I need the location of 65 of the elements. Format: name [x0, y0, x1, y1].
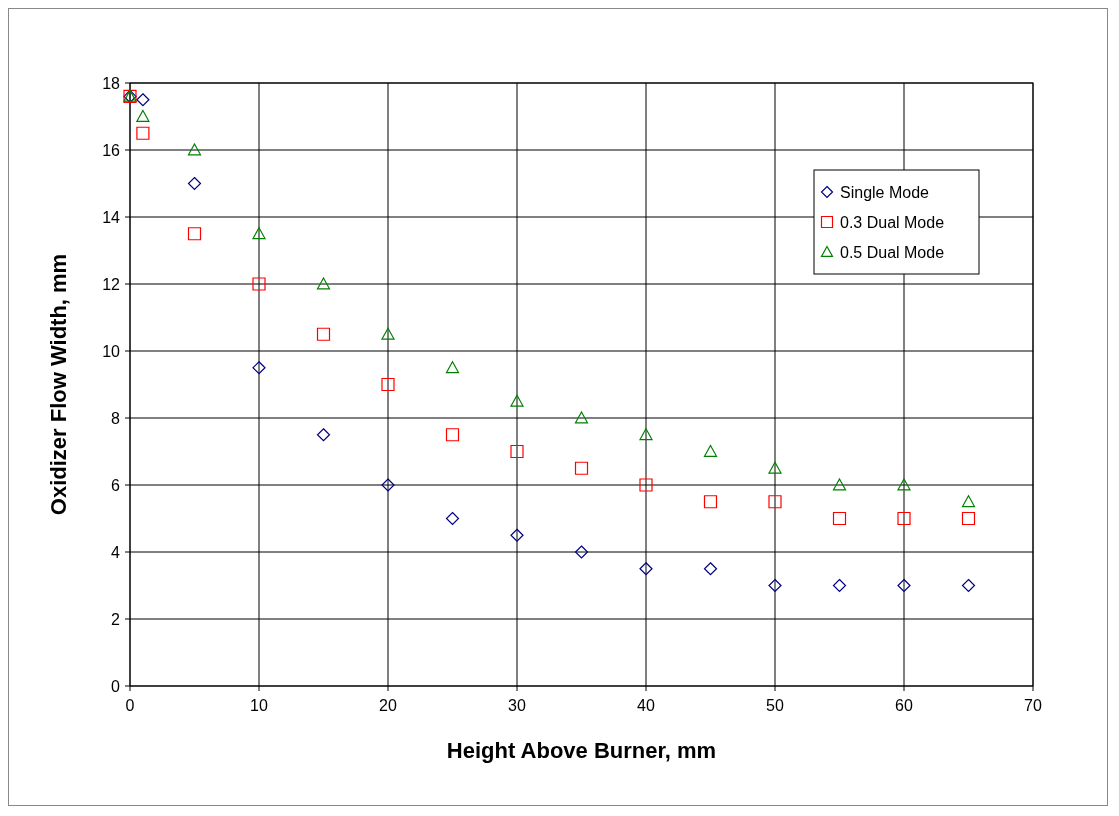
point: [187, 227, 202, 241]
point: [574, 461, 589, 475]
point: [316, 277, 331, 290]
point: [252, 227, 266, 240]
point: [639, 562, 653, 576]
point: [445, 428, 460, 442]
point: [961, 511, 976, 526]
point: [381, 478, 395, 492]
point: [832, 578, 847, 593]
point: [961, 578, 976, 593]
y-tick-label: 12: [102, 276, 121, 293]
y-tick-label: 14: [102, 209, 121, 226]
point: [252, 277, 266, 291]
point: [574, 411, 589, 424]
point: [897, 478, 911, 491]
x-tick-label: 10: [250, 697, 268, 714]
point: [316, 428, 331, 442]
x-tick-label: 30: [508, 697, 526, 714]
point: [445, 361, 460, 374]
x-tick-label: 50: [766, 697, 784, 714]
legend-label: 0.3 Dual Mode: [840, 214, 945, 231]
point: [510, 394, 524, 407]
point: [381, 327, 395, 340]
x-tick-label: 60: [895, 697, 913, 714]
x-tick-label: 40: [637, 697, 655, 714]
point: [832, 511, 847, 526]
point: [574, 545, 589, 559]
point: [187, 176, 202, 191]
point: [768, 461, 782, 474]
point: [445, 511, 460, 526]
x-tick-label: 20: [379, 697, 397, 714]
y-tick-label: 8: [111, 410, 121, 427]
point: [639, 478, 653, 492]
point: [381, 377, 395, 392]
point: [703, 495, 718, 509]
y-tick-label: 2: [111, 611, 121, 628]
legend-label: Single Mode: [840, 184, 930, 201]
point: [136, 109, 150, 122]
point: [510, 444, 524, 459]
y-tick-label: 10: [102, 343, 121, 360]
x-axis-title: Height Above Burner, mm: [446, 738, 717, 763]
point: [703, 444, 718, 457]
y-tick-label: 4: [111, 544, 121, 561]
x-tick-label: 0: [125, 697, 135, 714]
point: [510, 528, 524, 542]
y-tick-label: 0: [111, 678, 121, 695]
y-axis-title: Oxidizer Flow Width, mm: [46, 253, 71, 516]
y-tick-label: 16: [102, 142, 121, 159]
point: [316, 327, 331, 341]
point: [136, 126, 150, 140]
point: [136, 93, 150, 107]
point: [252, 361, 266, 375]
y-tick-label: 18: [102, 75, 121, 92]
point: [897, 511, 911, 526]
y-tick-label: 6: [111, 477, 121, 494]
point: [703, 562, 718, 576]
point: [187, 143, 202, 156]
point: [961, 495, 976, 508]
point: [639, 428, 653, 441]
point: [897, 578, 911, 593]
point: [832, 478, 847, 491]
point: [768, 578, 782, 593]
point: [768, 495, 782, 509]
x-tick-label: 70: [1024, 697, 1042, 714]
legend-label: 0.5 Dual Mode: [840, 244, 945, 261]
